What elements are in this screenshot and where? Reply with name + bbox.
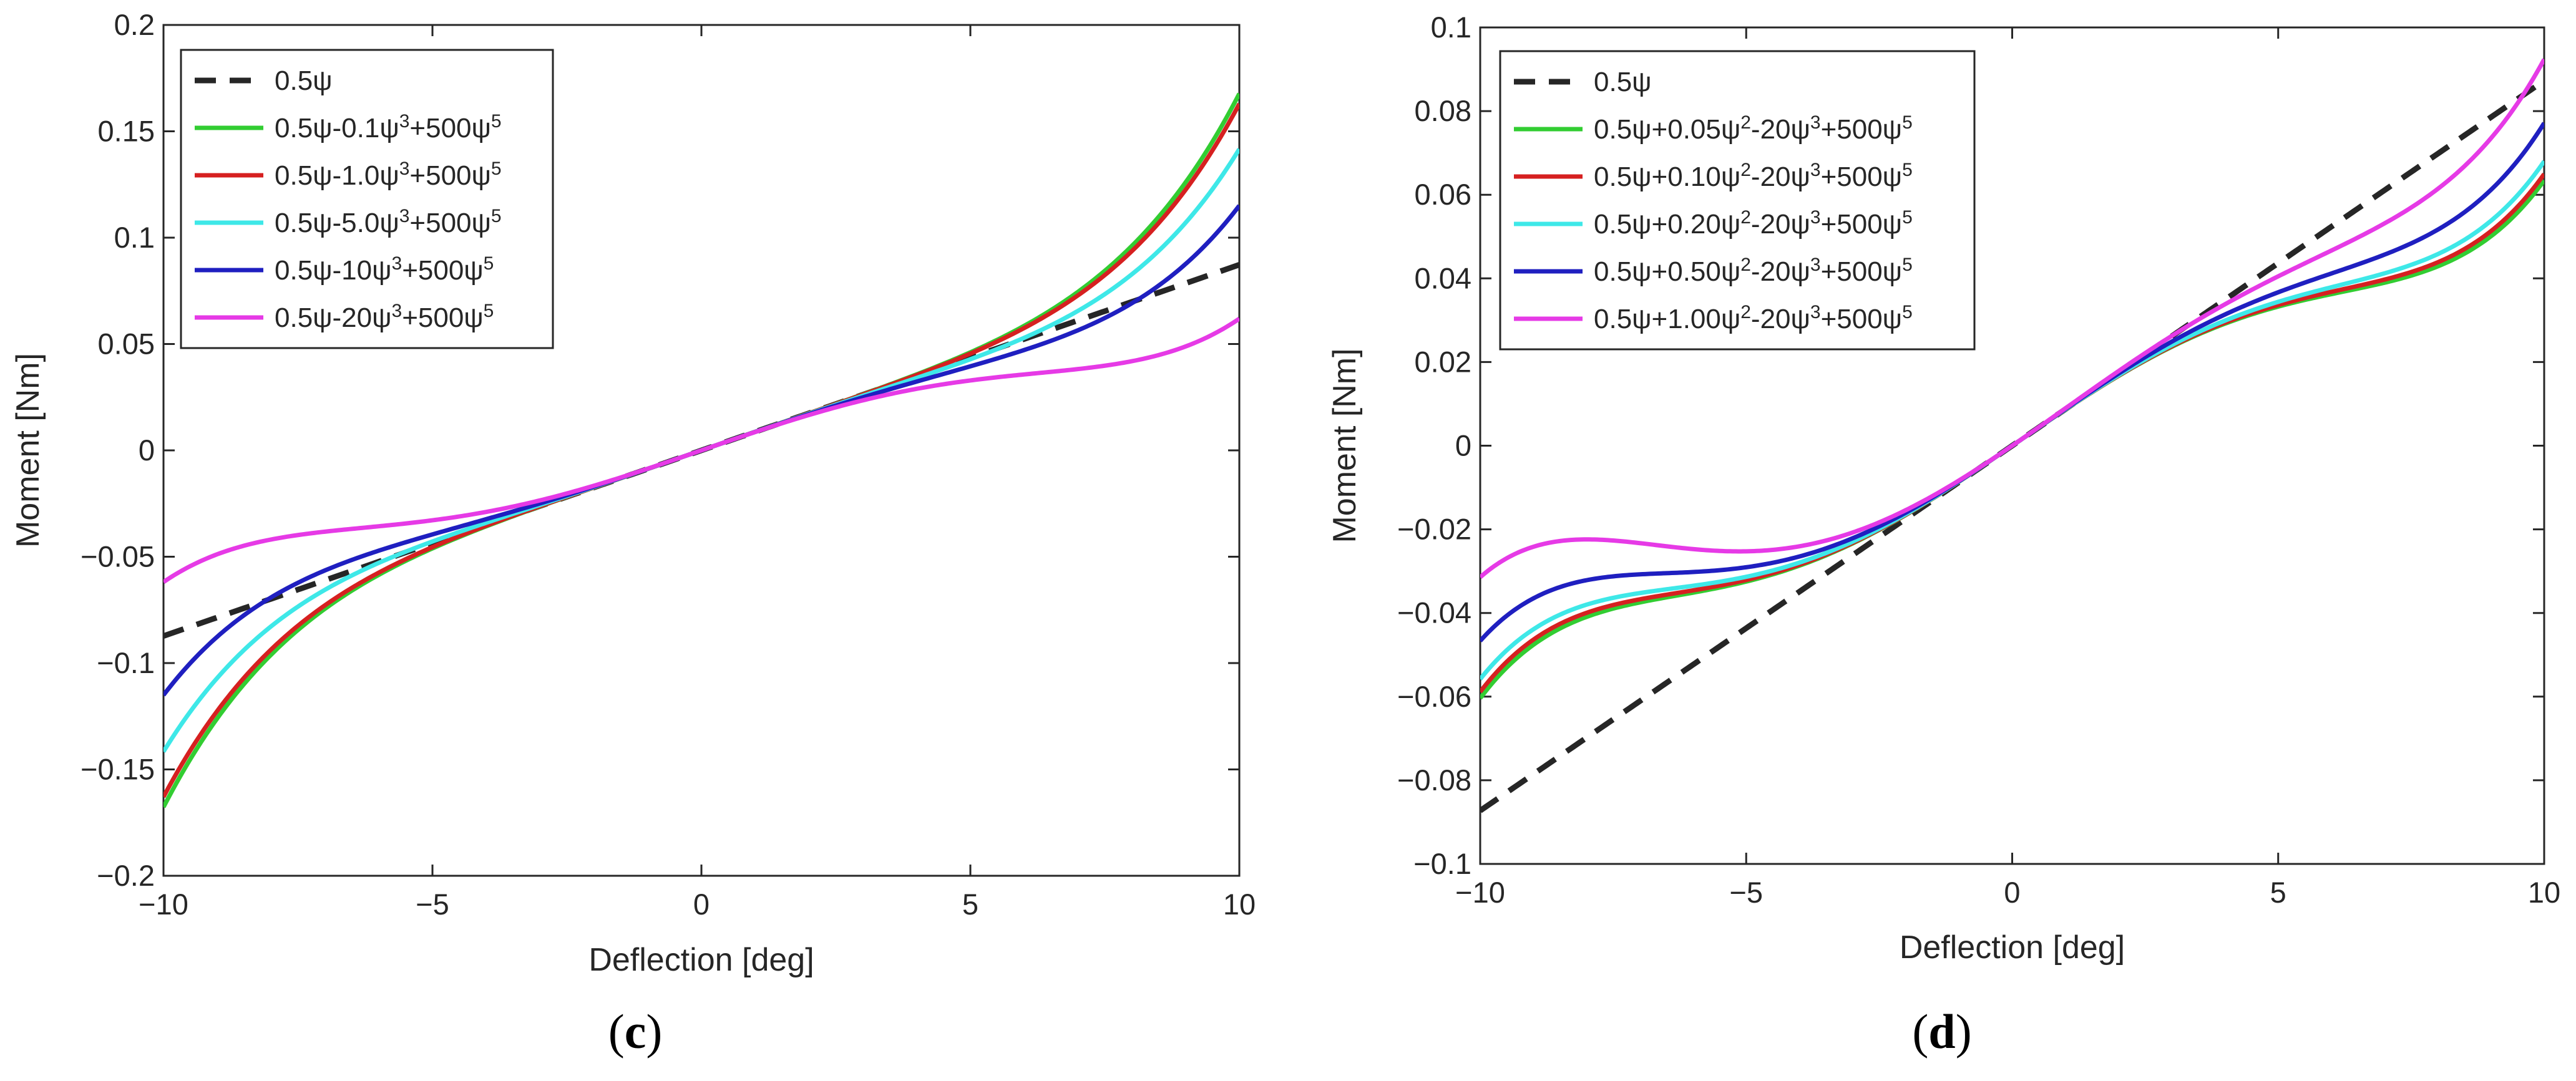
y-tick-label: −0.15 (80, 753, 155, 786)
legend-label: 0.5ψ+0.10ψ2-20ψ3+500ψ5 (1594, 160, 1913, 193)
legend-label: 0.5ψ (275, 65, 333, 96)
y-tick-label: 0.05 (98, 327, 155, 361)
x-tick-label: 0 (2004, 876, 2020, 909)
series-line-5 (1480, 58, 2544, 579)
series-line-5 (163, 316, 1239, 584)
legend-box (1499, 50, 1976, 351)
y-tick-label: −0.1 (97, 646, 155, 679)
legend-label: 0.5ψ (1594, 67, 1652, 97)
x-tick-label: 5 (2270, 876, 2286, 909)
y-tick-label: 0.1 (1431, 11, 1471, 44)
y-tick-label: −0.06 (1397, 680, 1471, 713)
y-tick-label: −0.05 (80, 540, 155, 573)
y-tick-label: 0 (1455, 429, 1471, 462)
legend-label: 0.5ψ-10ψ3+500ψ5 (275, 253, 494, 286)
y-tick-label: 0.08 (1415, 94, 1471, 127)
y-tick-label: 0 (139, 434, 155, 467)
legend-label: 0.5ψ+1.00ψ2-20ψ3+500ψ5 (1594, 302, 1913, 335)
y-tick-label: −0.1 (1413, 847, 1471, 880)
legend-label: 0.5ψ+0.50ψ2-20ψ3+500ψ5 (1594, 254, 1913, 288)
y-tick-label: 0.2 (114, 8, 155, 41)
y-tick-label: −0.02 (1397, 513, 1471, 546)
x-tick-label: −10 (1455, 876, 1505, 909)
y-tick-label: 0.04 (1415, 261, 1471, 294)
panel-d: −10 −5 0 5 10 −0.1 −0.08 −0.06 −0.04 −0.02 0 0.02 0.… (1327, 11, 2560, 1059)
legend-label: 0.5ψ-5.0ψ3+500ψ5 (275, 206, 502, 239)
y-axis-title: Moment [Nm] (10, 353, 46, 548)
y-tick-label: 0.02 (1415, 345, 1471, 378)
x-axis-title: Deflection [deg] (1900, 929, 2125, 966)
legend-label: 0.5ψ+0.05ψ2-20ψ3+500ψ5 (1594, 112, 1913, 145)
panel-caption: (d) (1912, 1004, 1971, 1059)
x-tick-label: −5 (416, 888, 449, 921)
y-tick-label: −0.2 (97, 859, 155, 892)
x-tick-label: −10 (139, 888, 188, 921)
legend-label: 0.5ψ+0.20ψ2-20ψ3+500ψ5 (1594, 207, 1913, 240)
x-axis-title: Deflection [deg] (588, 942, 814, 978)
y-axis-title: Moment [Nm] (1327, 348, 1363, 543)
legend-label: 0.5ψ-1.0ψ3+500ψ5 (275, 158, 502, 191)
y-tick-label: 0.15 (98, 115, 155, 148)
panel-caption: (c) (608, 1004, 663, 1059)
series-group (163, 92, 1239, 808)
y-tick-label: 0.06 (1415, 178, 1471, 211)
legend: 0.5ψ 0.5ψ+0.05ψ2-20ψ3+500ψ5 0.5ψ+0.10ψ2-20… (1499, 50, 1976, 351)
x-tick-label: 10 (2528, 876, 2560, 909)
y-tick-label: −0.08 (1397, 763, 1471, 797)
series-group (1480, 58, 2544, 813)
legend-box (180, 49, 554, 349)
x-tick-label: 0 (693, 888, 710, 921)
y-tick-label: 0.1 (114, 221, 155, 254)
legend-label: 0.5ψ-0.1ψ3+500ψ5 (275, 111, 502, 144)
x-tick-label: 10 (1223, 888, 1256, 921)
x-tick-label: −5 (1729, 876, 1763, 909)
legend-label: 0.5ψ-20ψ3+500ψ5 (275, 301, 494, 334)
legend: 0.5ψ 0.5ψ-0.1ψ3+500ψ5 0.5ψ-1.0ψ3+500ψ5 0.5ψ… (180, 49, 554, 349)
y-tick-label: −0.04 (1397, 596, 1471, 629)
x-tick-label: 5 (962, 888, 978, 921)
panel-c: −10 −5 0 5 10 −0.2 −0.15 −0.1 −0.05 0 0.05 0.1 0.15 0… (10, 8, 1256, 1059)
